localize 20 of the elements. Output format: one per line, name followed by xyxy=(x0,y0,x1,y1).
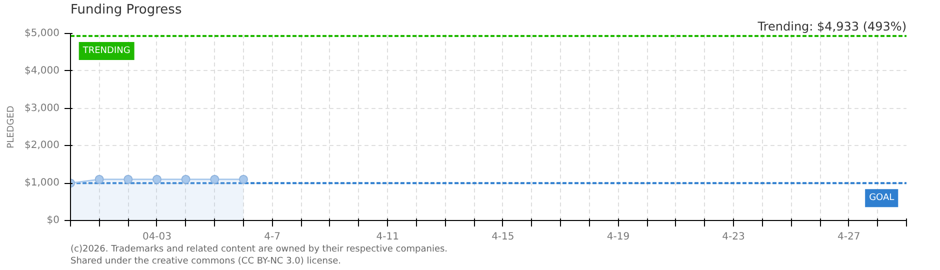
y-tick-label: $4,000 xyxy=(24,65,60,76)
text: Shared under the creative commons (CC BY-NC 3.0) license. xyxy=(70,256,342,266)
text: (c)2026. Trademarks and related content are owned by their respective companies. xyxy=(70,244,448,254)
chart-subtitle: Trending: $4,933 (493%) xyxy=(756,20,907,34)
chart-title: Funding Progress xyxy=(70,2,182,18)
ref-line-label: GOAL xyxy=(869,193,894,204)
x-tick-label: 04-03 xyxy=(142,232,172,242)
x-tick-label: 4-23 xyxy=(722,232,745,242)
y-tick-label: $3,000 xyxy=(24,102,60,114)
y-tick-label: $5,000 xyxy=(24,28,60,39)
x-tick-label: 4-7 xyxy=(264,232,280,242)
y-tick-label: $0 xyxy=(46,215,60,226)
ref-line-label: TRENDING xyxy=(82,46,130,56)
x-tick-label: 4-15 xyxy=(492,232,514,242)
y-axis-title: PLEDGED xyxy=(6,106,17,148)
x-tick-label: 4-19 xyxy=(606,232,630,242)
x-tick-label: 4-27 xyxy=(837,232,860,242)
x-tick-label: 4-11 xyxy=(376,232,399,242)
y-tick-label: $1,000 xyxy=(24,178,60,189)
y-tick-label: $2,000 xyxy=(24,140,60,152)
